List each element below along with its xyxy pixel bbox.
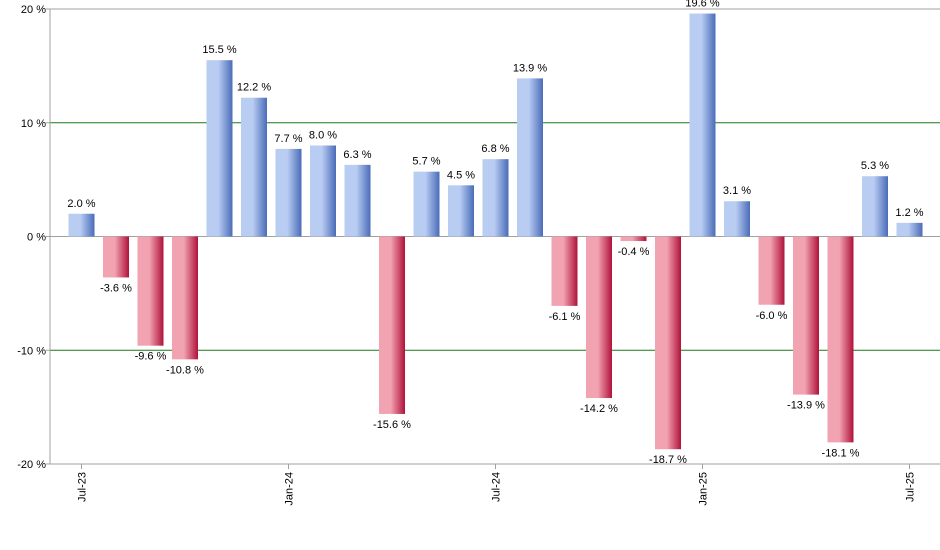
bar xyxy=(68,213,95,237)
data-label: 2.0 % xyxy=(67,198,95,210)
x-tick-label: Jul-23 xyxy=(77,472,89,502)
data-label: -15.6 % xyxy=(373,419,411,431)
data-label: -3.6 % xyxy=(100,282,132,294)
bar xyxy=(724,201,750,237)
bar xyxy=(586,236,612,399)
bar xyxy=(896,222,923,237)
y-tick-label: -20 % xyxy=(17,459,46,471)
data-label: 8.0 % xyxy=(309,130,337,142)
data-label: 15.5 % xyxy=(202,44,236,56)
data-label: 7.7 % xyxy=(274,133,302,145)
data-label: -6.1 % xyxy=(549,311,581,323)
data-label: -9.6 % xyxy=(135,351,167,363)
bar xyxy=(793,236,819,395)
bars-layer xyxy=(68,13,923,450)
bar xyxy=(379,236,405,414)
bar xyxy=(448,185,474,237)
bar xyxy=(206,60,233,237)
bar xyxy=(344,164,371,237)
data-label: -6.0 % xyxy=(756,310,788,322)
bar xyxy=(655,236,681,450)
data-label: -14.2 % xyxy=(580,403,618,415)
y-tick-label: 20 % xyxy=(21,4,46,16)
data-label: 13.9 % xyxy=(513,62,547,74)
x-tick-label: Jan-25 xyxy=(698,472,710,506)
bar xyxy=(620,236,647,242)
bar xyxy=(827,236,854,443)
data-label: 5.7 % xyxy=(412,156,440,168)
bar xyxy=(137,236,164,346)
bar xyxy=(758,236,785,305)
y-tick-label: -10 % xyxy=(17,345,46,357)
bar xyxy=(482,159,509,237)
data-label: 6.8 % xyxy=(481,143,509,155)
bar xyxy=(862,176,888,237)
labels-layer: 2.0 % -3.6 % -9.6 %-10.8 % 15.5 % 12.2 % 7.7 … xyxy=(67,0,923,466)
data-label: -18.7 % xyxy=(649,454,687,466)
data-label: 3.1 % xyxy=(723,185,751,197)
x-tick-label: Jan-24 xyxy=(284,472,296,506)
x-tick-label: Jul-24 xyxy=(491,472,503,502)
axis-layer: 20 % 10 % 0 % -10 % -20 % Jul-23 Jan-24 Jul-24 J… xyxy=(17,4,940,506)
data-label: -10.8 % xyxy=(166,364,204,376)
bar xyxy=(172,236,198,360)
y-tick-label: 10 % xyxy=(21,118,46,130)
bar xyxy=(551,236,578,306)
data-label: -18.1 % xyxy=(822,447,860,459)
bar xyxy=(275,148,302,237)
y-tick-label: 0 % xyxy=(27,232,46,244)
data-label: -0.4 % xyxy=(618,246,650,258)
bar xyxy=(103,236,129,278)
x-tick-label: Jul-25 xyxy=(905,472,917,502)
bar xyxy=(517,78,543,237)
data-label: 4.5 % xyxy=(447,169,475,181)
data-label: 1.2 % xyxy=(895,207,923,219)
data-label: 12.2 % xyxy=(237,82,271,94)
data-label: 6.3 % xyxy=(343,149,371,161)
bar xyxy=(241,97,267,237)
bar xyxy=(413,171,440,237)
data-label: 5.3 % xyxy=(861,160,889,172)
data-label: -13.9 % xyxy=(787,400,825,412)
bar xyxy=(310,145,336,237)
bar xyxy=(689,13,716,237)
data-label: 19.6 % xyxy=(685,0,719,10)
